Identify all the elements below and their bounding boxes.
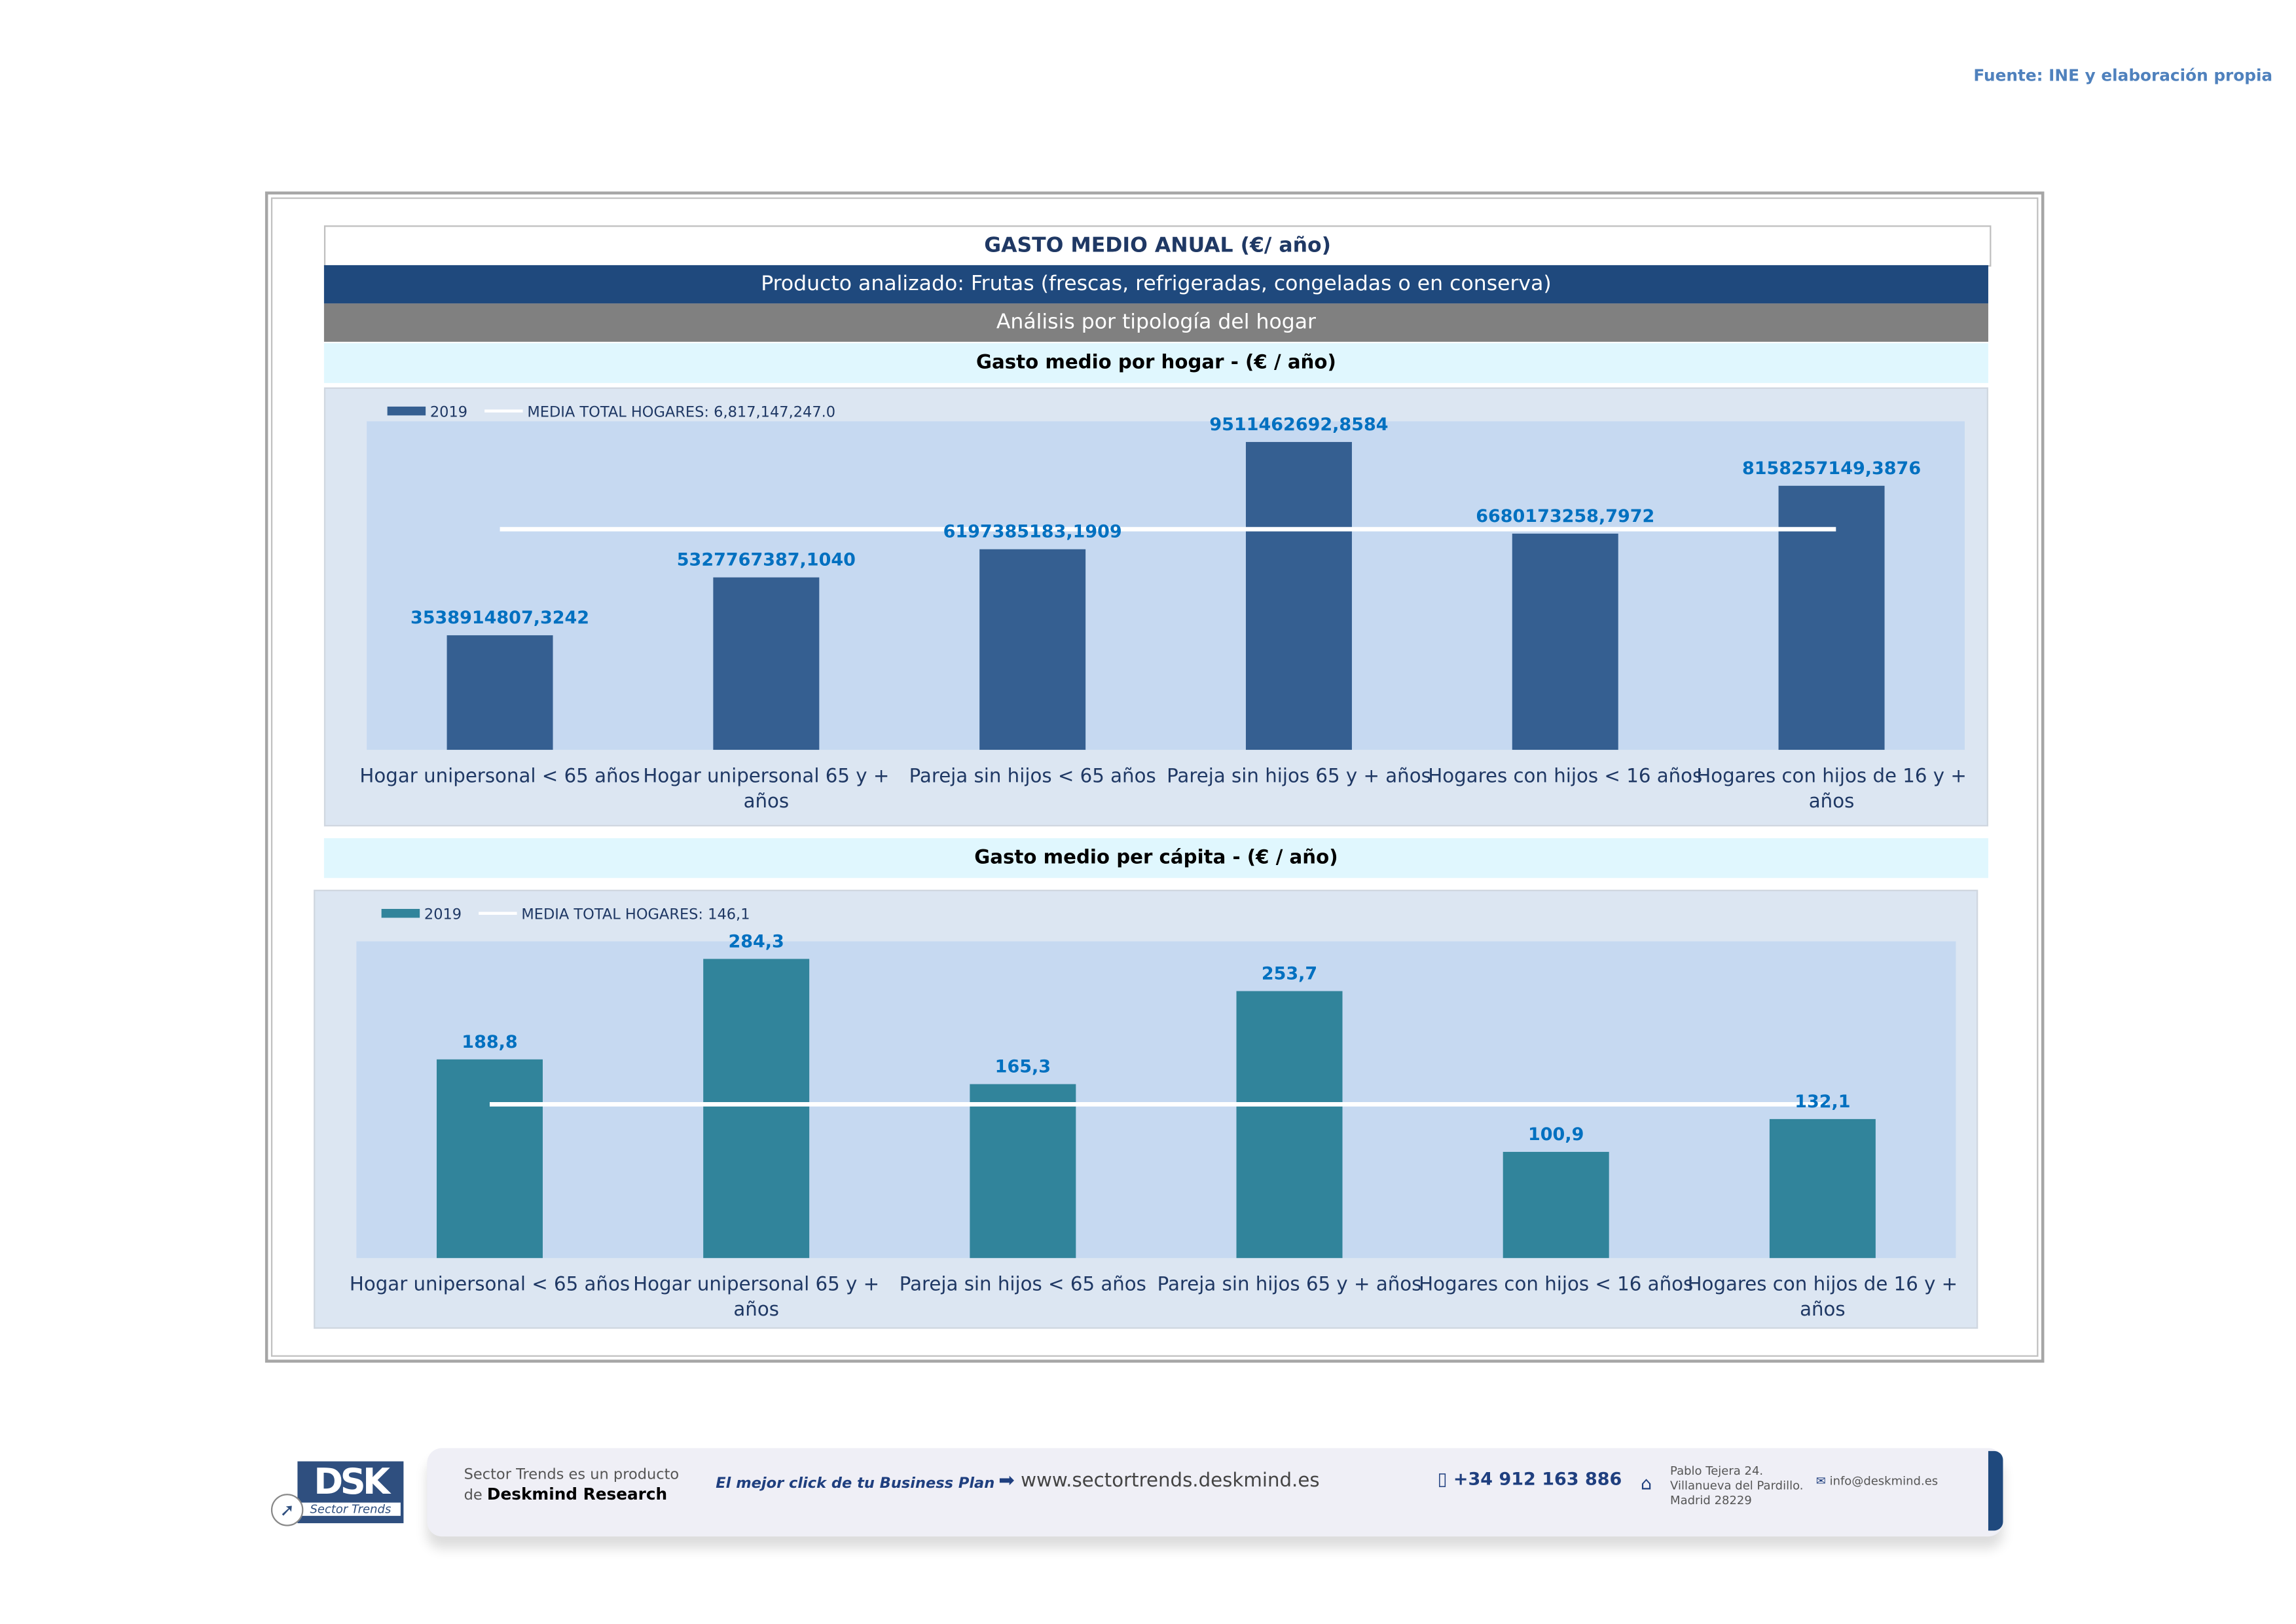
data-label: 3538914807,3242 xyxy=(410,608,589,628)
bar xyxy=(1769,1118,1876,1259)
legend-swatch-mean xyxy=(484,409,523,413)
phone-text: +34 912 163 886 xyxy=(1453,1468,1622,1490)
plot-area xyxy=(356,941,1956,1259)
category-label-cont: años xyxy=(744,790,790,812)
bar xyxy=(979,549,1086,750)
category-label: Pareja sin hijos 65 y + años xyxy=(1157,1273,1422,1295)
arrow-icon: ➡ xyxy=(998,1470,1015,1492)
chart1-area: 2019 MEDIA TOTAL HOGARES: 6,817,147,247.0… xyxy=(323,387,1988,827)
legend-swatch-2019 xyxy=(387,406,426,416)
data-label: 188,8 xyxy=(462,1032,517,1052)
category-label: Hogares con hijos < 16 años xyxy=(1428,765,1702,787)
bar xyxy=(1245,441,1352,750)
address: Pablo Tejera 24. Villanueva del Pardillo… xyxy=(1670,1464,1803,1508)
bar xyxy=(970,1084,1076,1259)
bar xyxy=(446,635,553,750)
report-title: GASTO MEDIO ANUAL (€/ año) xyxy=(323,225,1992,267)
plot-area xyxy=(367,421,1965,750)
data-label: 6680173258,7972 xyxy=(1476,506,1654,526)
category-label-cont: años xyxy=(1800,1298,1846,1320)
data-label: 6197385183,1909 xyxy=(943,522,1122,542)
bar xyxy=(703,959,810,1259)
footer-accent xyxy=(1988,1450,2003,1531)
data-label: 132,1 xyxy=(1795,1092,1850,1112)
logo-subtext: Sector Trends xyxy=(300,1502,401,1516)
bar xyxy=(1503,1152,1609,1259)
category-label: Hogares con hijos < 16 años xyxy=(1419,1273,1693,1295)
product-prefix: de xyxy=(464,1488,487,1504)
footer-bar: Sector Trends es un producto de Deskmind… xyxy=(427,1448,2003,1537)
category-label: Hogares con hijos de 16 y + xyxy=(1696,765,1967,787)
data-label: 8158257149,3876 xyxy=(1742,458,1921,479)
product-line1: Sector Trends es un producto xyxy=(464,1467,680,1484)
website-text: www.sectortrends.deskmind.es xyxy=(1021,1470,1320,1492)
category-label: Hogares con hijos de 16 y + xyxy=(1688,1273,1958,1295)
legend-swatch-2019 xyxy=(381,909,420,918)
category-label: Pareja sin hijos 65 y + años xyxy=(1167,765,1431,787)
bar xyxy=(1236,991,1343,1259)
data-label: 165,3 xyxy=(995,1057,1051,1077)
category-label: Pareja sin hijos < 65 años xyxy=(909,765,1156,787)
slogan: El mejor click de tu Business Plan xyxy=(716,1476,995,1492)
bar xyxy=(437,1059,543,1259)
brand-name: Deskmind Research xyxy=(486,1485,668,1504)
phone: ▯ +34 912 163 886 xyxy=(1438,1469,1622,1489)
cursor-icon: ➚ xyxy=(270,1494,304,1526)
logo-text: DSK xyxy=(314,1461,390,1503)
data-label: 100,9 xyxy=(1528,1124,1584,1145)
source-note: Fuente: INE y elaboración propia xyxy=(1973,66,2273,86)
mail-icon: ✉ xyxy=(1815,1474,1826,1488)
data-label: 284,3 xyxy=(728,931,784,951)
chart1-svg: 2019 MEDIA TOTAL HOGARES: 6,817,147,247.0… xyxy=(359,404,1967,812)
chart2-area: 2019 MEDIA TOTAL HOGARES: 146,1 188,8 284,3… xyxy=(314,889,1978,1329)
legend-label-2019: 2019 xyxy=(430,404,467,421)
email-text: info@deskmind.es xyxy=(1829,1474,1939,1488)
category-label: Hogar unipersonal 65 y + xyxy=(643,765,889,787)
data-label: 9511462692,8584 xyxy=(1209,415,1388,435)
data-label: 253,7 xyxy=(1262,964,1317,984)
address-line: Villanueva del Pardillo. xyxy=(1670,1479,1804,1492)
footer-product: Sector Trends es un producto de Deskmind… xyxy=(464,1466,680,1505)
category-label: Hogar unipersonal < 65 años xyxy=(359,765,640,787)
bar xyxy=(1778,485,1885,750)
bar xyxy=(713,577,820,750)
email[interactable]: ✉ info@deskmind.es xyxy=(1816,1475,1938,1488)
legend-label-mean: MEDIA TOTAL HOGARES: 6,817,147,247.0 xyxy=(527,404,835,421)
website-link[interactable]: ➡ www.sectortrends.deskmind.es xyxy=(998,1470,1319,1492)
chart2-svg: 2019 MEDIA TOTAL HOGARES: 146,1 188,8 284,3… xyxy=(350,906,1958,1320)
legend-label-2019: 2019 xyxy=(424,906,462,923)
home-icon: ⌂ xyxy=(1641,1473,1652,1494)
chart1-title: Gasto medio por hogar - (€ / año) xyxy=(323,343,1988,383)
analysis-banner: Análisis por tipología del hogar xyxy=(323,303,1988,342)
chart2-title: Gasto medio per cápita - (€ / año) xyxy=(323,838,1988,878)
report-frame xyxy=(264,191,2045,1363)
phone-icon: ▯ xyxy=(1437,1468,1448,1490)
address-line: Pablo Tejera 24. xyxy=(1670,1464,1764,1478)
product-banner: Producto analizado: Frutas (frescas, ref… xyxy=(323,265,1988,304)
category-label: Pareja sin hijos < 65 años xyxy=(900,1273,1146,1295)
address-line: Madrid 28229 xyxy=(1670,1494,1752,1507)
category-label: Hogar unipersonal < 65 años xyxy=(350,1273,630,1295)
data-label: 5327767387,1040 xyxy=(677,550,856,570)
category-label: Hogar unipersonal 65 y + xyxy=(633,1273,879,1295)
category-label-cont: años xyxy=(733,1298,779,1320)
category-label-cont: años xyxy=(1809,790,1855,812)
legend-swatch-mean xyxy=(479,912,517,915)
bar xyxy=(1512,533,1618,750)
legend-label-mean: MEDIA TOTAL HOGARES: 146,1 xyxy=(521,906,750,923)
dsk-logo: DSK Sector Trends ➚ xyxy=(270,1461,404,1526)
